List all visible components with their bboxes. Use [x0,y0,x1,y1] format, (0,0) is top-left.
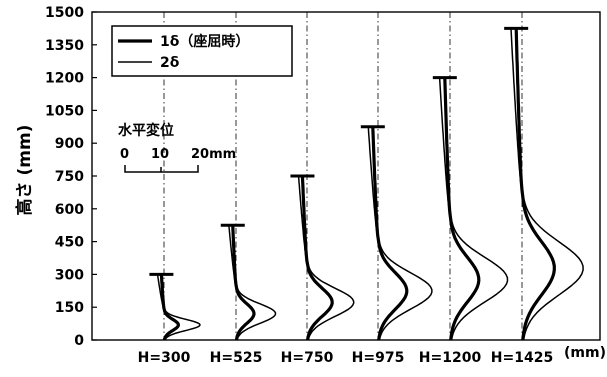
legend-label-1: 1δ（座屈時） [160,33,249,50]
x-category-label-1: H=525 [210,350,263,366]
scale-bar [124,165,199,173]
y-tick-label-6: 900 [55,136,84,152]
y-tick-label-2: 300 [55,267,84,283]
labels: 0 150 300 450 600 750 900 1050 1200 1350 1500 H=300… [45,5,553,366]
y-tick-label-7: 1050 [45,103,84,119]
x-category-label-5: H=1425 [491,350,553,366]
x-category-label-2: H=750 [281,350,334,366]
x-category-label-0: H=300 [138,350,191,366]
y-tick-label-8: 1200 [45,71,84,87]
series-2-curve-1 [228,225,277,341]
series-2-curve-5 [510,28,584,341]
y-tick-label-1: 150 [55,300,84,316]
series-2-curve-0 [156,274,201,341]
y-tick-label-4: 600 [55,202,84,218]
series-2-curve-4 [438,77,509,341]
y-tick-label-5: 750 [55,169,84,185]
y-axis-label: 高さ (mm) [14,125,35,216]
y-tick-label-9: 1350 [45,38,84,54]
series-2-curve-2 [297,175,355,341]
y-tick-label-3: 450 [55,235,84,251]
y-tick-label-10: 1500 [45,5,84,21]
series-2-curve-3 [367,126,433,341]
x-category-label-4: H=1200 [419,350,482,366]
legend: 1δ（座屈時） 2δ [111,25,293,77]
scale-label-10: 10 [151,147,169,162]
x-category-label-3: H=975 [352,350,405,366]
scale-label-20: 20mm [191,147,236,162]
axes [91,11,601,341]
curves [149,26,584,341]
series-1-curve-3 [371,126,409,341]
legend-label-2: 2δ [160,55,180,71]
displacement-scale: 水平変位 0 10 20mm [118,122,236,173]
legend-box [111,25,293,77]
x-unit-label: (mm) [564,345,606,361]
scale-label-0: 0 [120,147,129,162]
scale-title: 水平変位 [118,122,174,139]
y-tick-label-0: 0 [74,333,84,349]
